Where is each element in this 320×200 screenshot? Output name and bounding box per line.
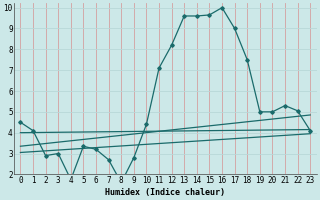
X-axis label: Humidex (Indice chaleur): Humidex (Indice chaleur) — [105, 188, 225, 197]
